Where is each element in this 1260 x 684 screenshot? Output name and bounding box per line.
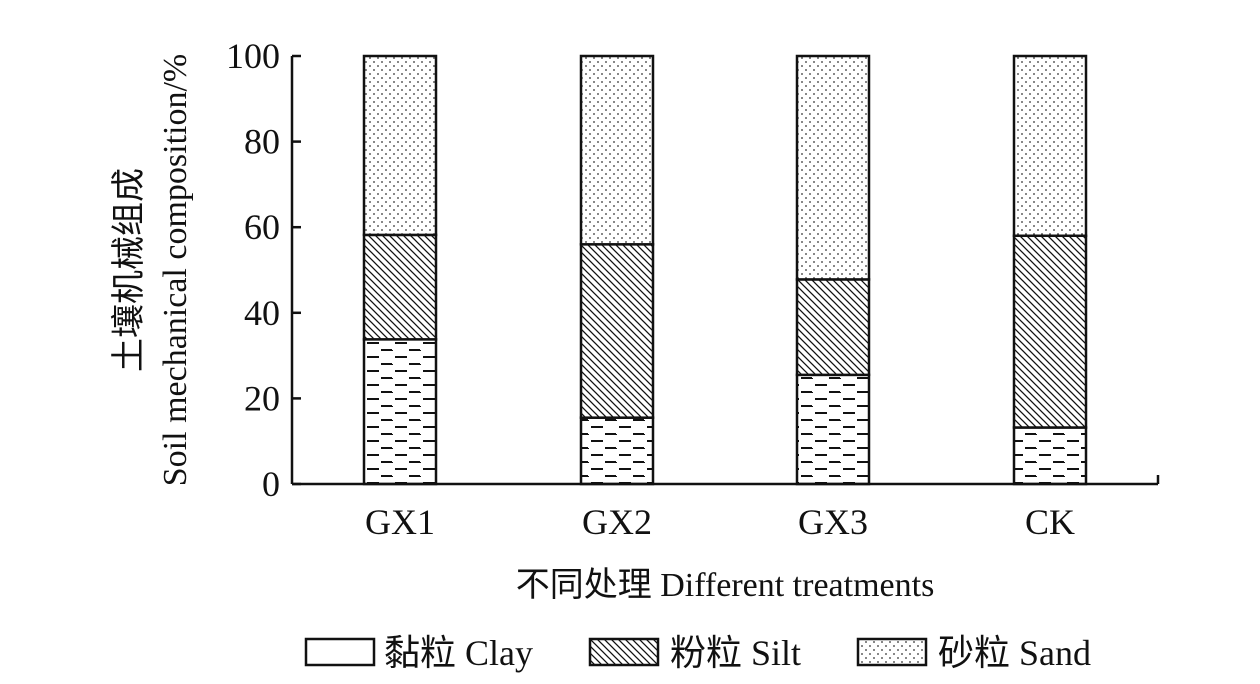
x-tick-label-gx2: GX2 <box>582 502 652 542</box>
x-axis-title: 不同处理 Different treatments <box>516 567 935 604</box>
bar-gx3-silt <box>795 278 871 377</box>
y-tick-label-60: 60 <box>244 207 280 247</box>
y-axis-title: 土壤机械组成 Soil mechanical composition/% <box>110 54 194 486</box>
x-tick-label-gx3: GX3 <box>798 502 868 542</box>
x-tick-label-ck: CK <box>1025 502 1075 542</box>
y-axis-title-en: Soil mechanical composition/% <box>157 54 194 486</box>
legend-swatch-sand <box>856 637 928 667</box>
bar-gx1-clay <box>362 338 438 486</box>
x-tick-labels: GX1 GX2 GX3 CK <box>365 502 1075 542</box>
y-tick-label-80: 80 <box>244 122 280 162</box>
legend-label-clay: 黏粒 Clay <box>384 633 533 673</box>
bars-layer <box>362 54 1088 486</box>
bar-gx1-silt <box>362 233 438 341</box>
y-tick-labels: 0 20 40 60 80 100 <box>226 36 301 504</box>
bar-gx2-silt <box>579 243 655 419</box>
bar-gx1-sand <box>362 54 438 237</box>
bar-gx3-clay <box>795 373 871 486</box>
y-axis-title-cn: 土壤机械组成 <box>110 168 148 372</box>
bar-gx3-sand <box>795 54 871 281</box>
bar-ck-clay <box>1012 426 1088 486</box>
legend: 黏粒 Clay 粉粒 Silt 砂粒 Sand <box>304 633 1091 673</box>
x-tick-label-gx1: GX1 <box>365 502 435 542</box>
y-tick-label-100: 100 <box>226 36 280 76</box>
bar-ck-silt <box>1012 234 1088 429</box>
bar-ck-sand <box>1012 54 1088 238</box>
legend-swatch-silt <box>588 637 660 667</box>
y-tick-label-20: 20 <box>244 378 280 418</box>
legend-swatch-clay <box>304 637 376 667</box>
bar-gx2-clay <box>579 416 655 486</box>
bar-gx2-sand <box>579 54 655 246</box>
axes-layer <box>290 56 1160 486</box>
y-tick-label-0: 0 <box>262 464 280 504</box>
legend-label-sand: 砂粒 Sand <box>938 633 1091 673</box>
legend-label-silt: 粉粒 Silt <box>670 633 801 673</box>
y-tick-label-40: 40 <box>244 293 280 333</box>
